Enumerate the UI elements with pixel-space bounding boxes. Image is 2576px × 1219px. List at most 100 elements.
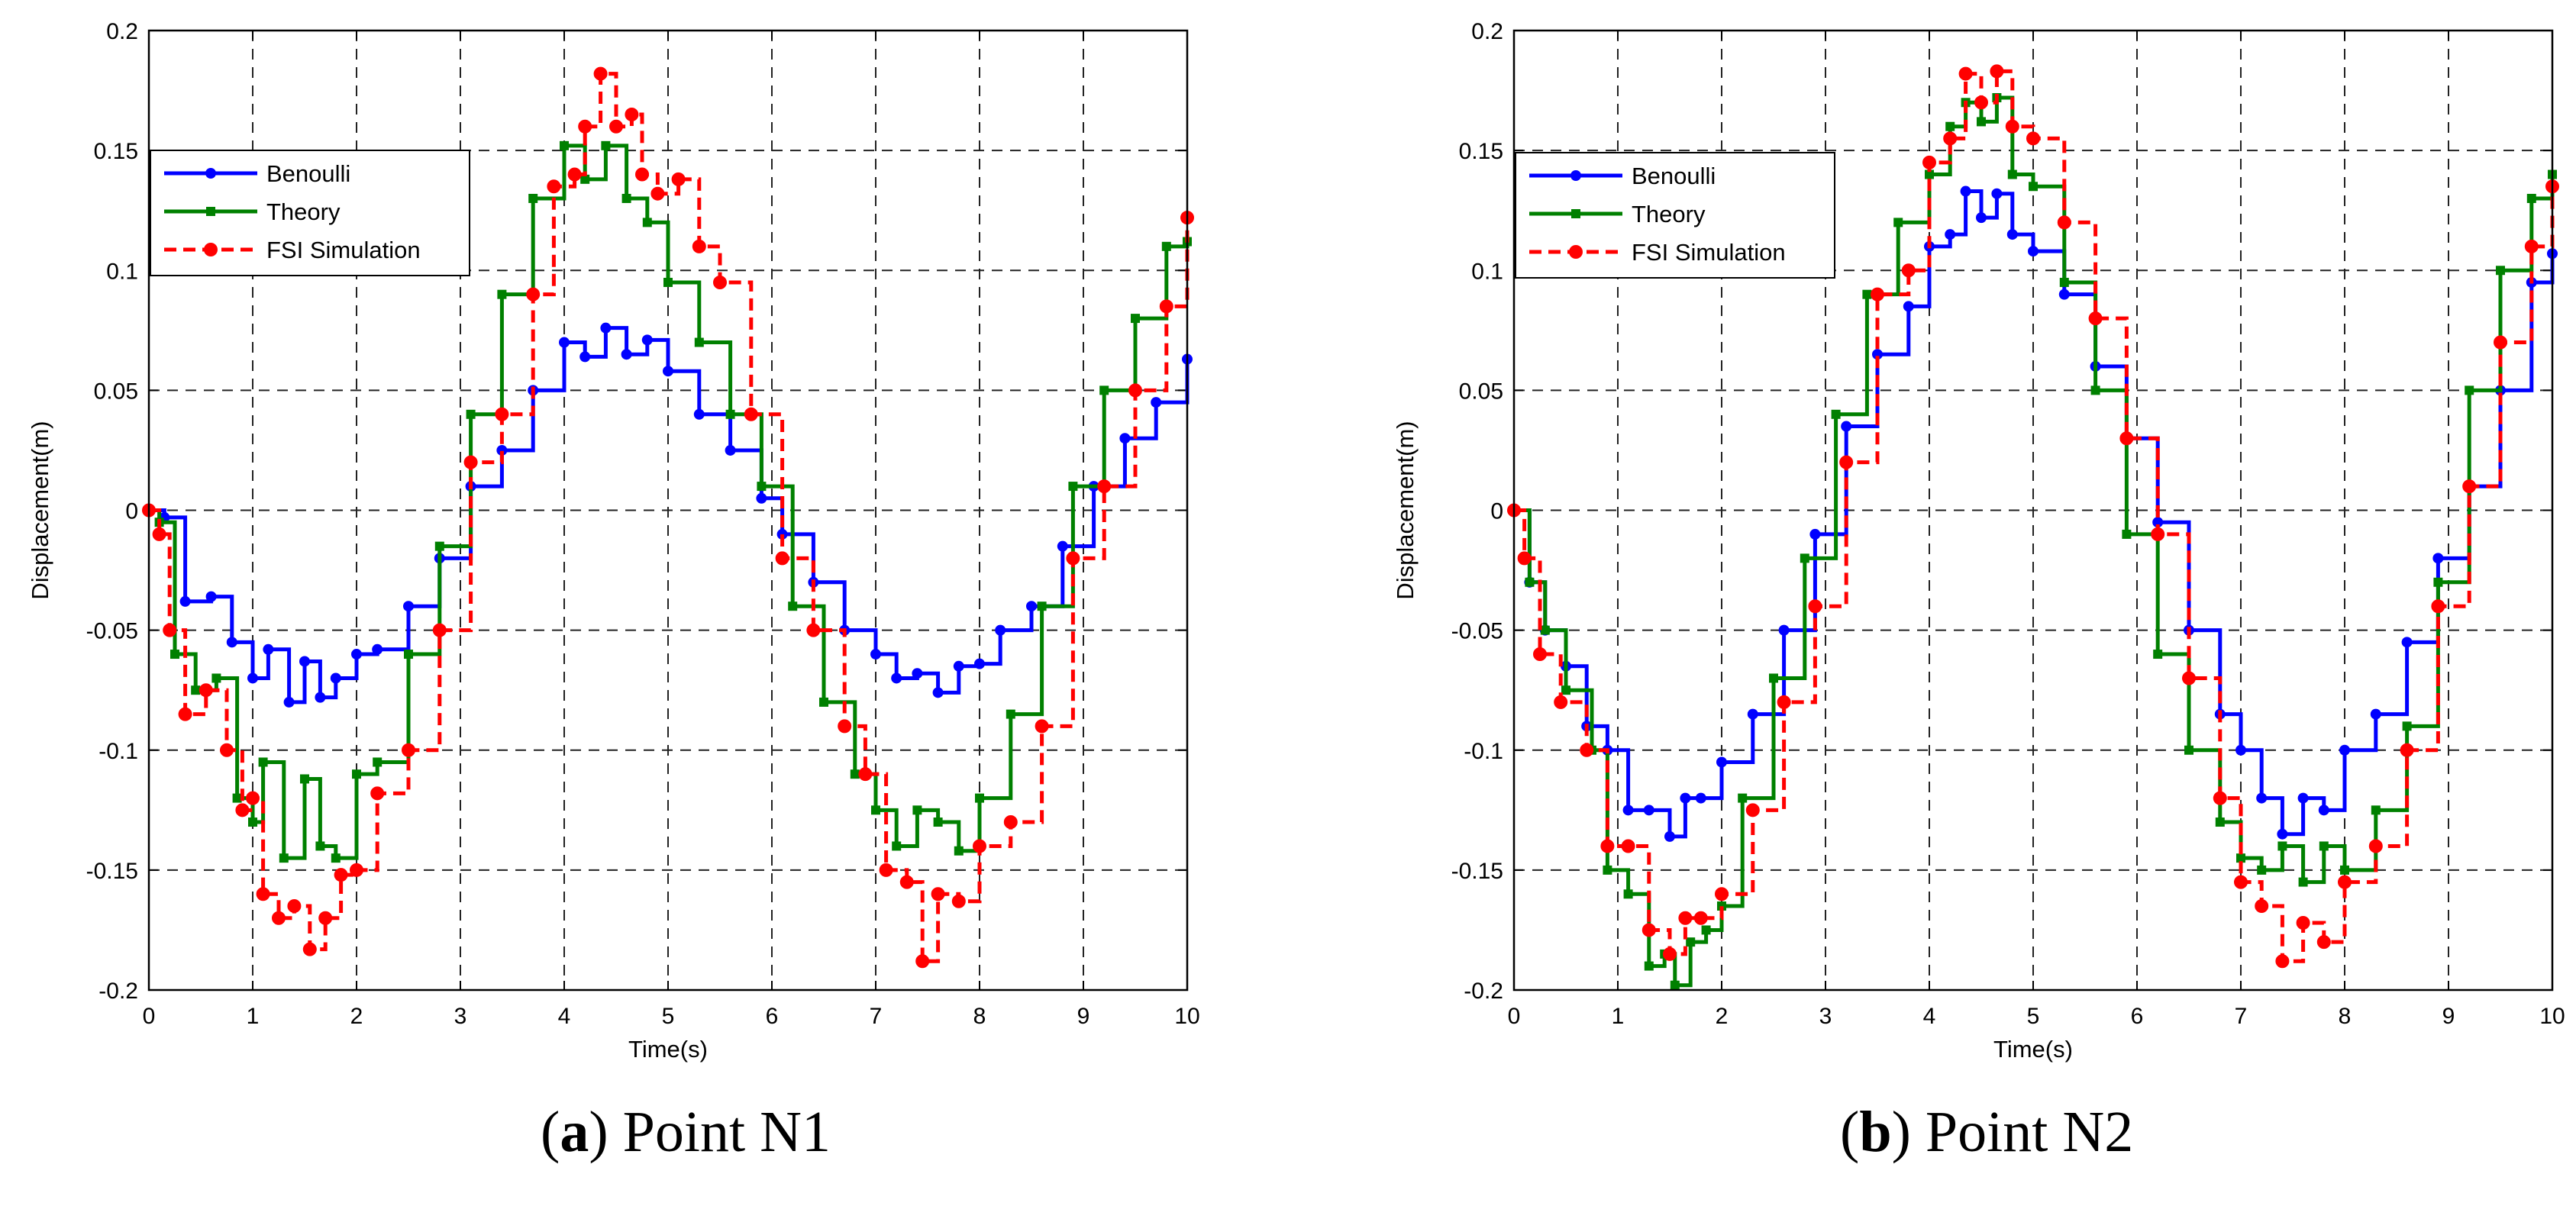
data-point <box>220 743 234 757</box>
data-point <box>404 650 413 659</box>
data-point <box>497 289 507 299</box>
data-point <box>2400 743 2414 757</box>
data-point <box>1715 887 1729 901</box>
legend-marker <box>204 243 218 256</box>
data-point <box>870 649 881 660</box>
data-point <box>744 407 758 421</box>
data-point <box>1800 553 1809 563</box>
x-tick-label: 3 <box>454 1004 467 1029</box>
data-point <box>663 277 673 287</box>
data-point <box>1808 599 1822 614</box>
data-point <box>2298 877 2308 887</box>
data-point <box>621 349 632 360</box>
y-tick-label: 0.1 <box>106 259 138 284</box>
y-tick-label: -0.2 <box>1464 979 1503 1004</box>
caption-b: (b) Point N2 <box>1840 1099 2133 1166</box>
series-theory <box>144 140 1192 863</box>
data-point <box>819 697 828 707</box>
data-point <box>2432 553 2444 564</box>
data-point <box>725 444 736 456</box>
data-point <box>528 193 538 203</box>
data-point <box>2370 708 2381 720</box>
data-point <box>1663 946 1677 961</box>
data-point <box>2277 841 2287 851</box>
data-point <box>2255 899 2269 914</box>
data-point <box>912 805 922 815</box>
caption-b-text: Point N2 <box>1910 1100 2134 1164</box>
x-tick-label: 8 <box>973 1004 986 1029</box>
data-point <box>1871 287 1884 302</box>
data-point <box>1977 117 1986 127</box>
data-point <box>299 656 310 667</box>
x-tick-label: 5 <box>2027 1004 2040 1029</box>
data-point <box>2494 335 2507 350</box>
data-point <box>205 591 217 602</box>
data-point <box>2526 193 2536 203</box>
data-point <box>1716 756 1727 768</box>
data-point <box>1026 601 1037 612</box>
data-point <box>2256 792 2268 804</box>
data-point <box>235 803 250 818</box>
data-point <box>915 954 930 969</box>
x-tick-label: 3 <box>1819 1004 1832 1029</box>
data-point <box>1670 980 1680 990</box>
data-point <box>351 649 362 660</box>
x-tick-label: 2 <box>1716 1004 1729 1029</box>
data-point <box>1057 540 1068 552</box>
data-point <box>2026 131 2040 146</box>
y-tick-label: -0.1 <box>1464 739 1503 764</box>
data-point <box>1976 212 1987 224</box>
data-point <box>671 172 686 186</box>
data-point <box>287 899 302 914</box>
data-point <box>1643 805 1654 816</box>
data-point <box>580 174 590 184</box>
series-line <box>1514 69 2555 963</box>
data-point <box>2402 721 2412 731</box>
data-point <box>152 527 166 541</box>
data-point <box>352 769 361 779</box>
data-point <box>2316 935 2331 950</box>
data-point <box>2318 805 2329 816</box>
data-point <box>1131 314 1140 324</box>
data-point <box>641 334 653 346</box>
data-point <box>951 894 966 908</box>
axes-frame <box>147 29 1189 992</box>
data-point <box>593 66 608 81</box>
legend-marker <box>1571 209 1580 218</box>
data-point <box>932 687 944 698</box>
data-point <box>1621 839 1635 853</box>
data-point <box>402 743 415 757</box>
data-point <box>973 839 986 853</box>
x-tick-label: 9 <box>2442 1004 2455 1029</box>
data-point <box>1769 673 1778 683</box>
data-point <box>953 660 964 672</box>
chart-panel-2: 0 1 2 3 4 5 6 7 8 9 10 -0.2 -0.15 -0.1 -0.05 0 0.05 0.1 0.… <box>1392 19 2565 1063</box>
data-point <box>2371 805 2381 815</box>
data-point <box>370 786 385 801</box>
x-tick-label: 9 <box>1077 1004 1090 1029</box>
data-point <box>372 643 383 655</box>
y-tick-label: -0.15 <box>1451 859 1503 884</box>
data-point <box>1561 685 1570 695</box>
data-point <box>1686 937 1696 947</box>
data-point <box>526 287 541 302</box>
data-point <box>350 863 363 877</box>
data-point <box>1037 601 1047 611</box>
data-point <box>495 407 509 421</box>
data-point <box>642 218 652 227</box>
data-point <box>258 757 268 767</box>
y-tick-label: 0 <box>125 499 138 524</box>
y-tick-label: 0.05 <box>1459 379 1503 404</box>
data-point <box>1099 385 1109 395</box>
data-point <box>609 119 623 134</box>
data-point <box>1960 185 1971 197</box>
data-point <box>272 911 286 925</box>
legend-label: FSI Simulation <box>1632 239 1786 266</box>
data-point <box>163 623 177 637</box>
data-point <box>403 601 414 612</box>
data-point <box>1738 793 1748 803</box>
data-point <box>1580 743 1594 757</box>
data-point <box>899 875 914 889</box>
data-point <box>621 193 631 203</box>
data-point <box>1717 901 1726 911</box>
